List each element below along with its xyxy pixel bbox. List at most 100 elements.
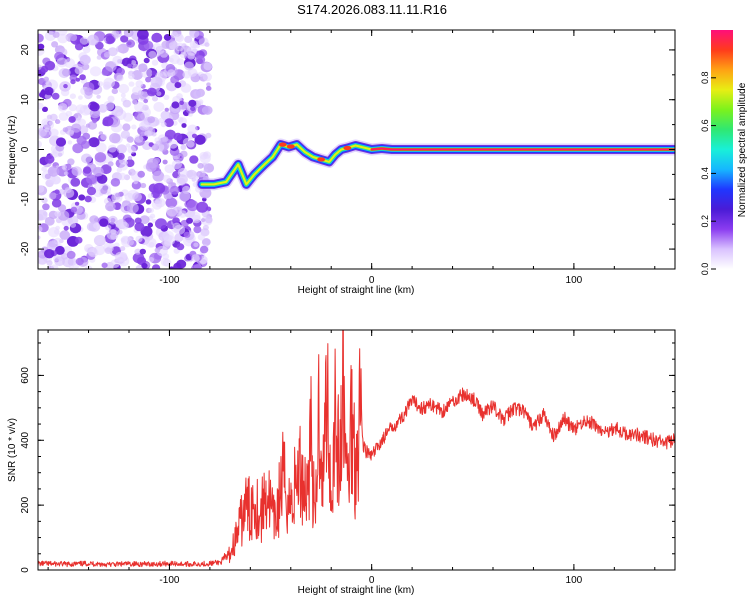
- spectrogram-noise-blob: [75, 257, 84, 266]
- spectrogram-noise-blob: [65, 110, 73, 117]
- spectrogram-noise-blob: [204, 42, 210, 47]
- spectrogram-noise-blob: [51, 92, 60, 100]
- spectrogram-noise-blob: [66, 250, 76, 259]
- spectrogram-noise-blob: [94, 152, 107, 163]
- spectrogram-noise-blob: [79, 36, 89, 45]
- spectrogram-noise-blob: [67, 129, 75, 137]
- x-tick-label: -100: [159, 275, 179, 286]
- spectrogram-noise-blob: [79, 74, 86, 81]
- spectrogram-noise-blob: [42, 106, 48, 113]
- spectrogram-noise-blob: [57, 152, 63, 157]
- spectrogram-noise-blob: [171, 159, 183, 170]
- spectrogram-noise-blob: [41, 197, 48, 204]
- spectrogram-noise-blob: [154, 247, 161, 253]
- spectrogram-noise-blob: [56, 57, 68, 68]
- spectrogram-noise-blob: [120, 93, 126, 98]
- spectrogram-noise-blob: [189, 155, 199, 164]
- spectrogram-noise-blob: [176, 93, 183, 100]
- spectrogram-noise-blob: [164, 240, 171, 247]
- spectrogram-noise-blob: [124, 192, 135, 202]
- spectrogram-noise-blob: [70, 177, 81, 187]
- spectrogram-noise-blob: [141, 262, 148, 269]
- spectrogram-noise-blob: [101, 69, 109, 76]
- spectrogram-noise-blob: [126, 202, 139, 214]
- spectrogram-noise-blob: [97, 238, 103, 244]
- spectrogram-noise-blob: [192, 175, 199, 181]
- x-tick-label: 0: [369, 275, 375, 286]
- spectrogram-noise-blob: [117, 59, 122, 64]
- spectrogram-hotspot: [278, 142, 287, 147]
- spectrogram-noise-blob: [69, 222, 77, 228]
- spectrogram-noise-blob: [173, 262, 182, 269]
- spectrogram-noise-blob: [173, 224, 186, 235]
- spectrogram-noise-blob: [199, 151, 208, 160]
- spectrogram-noise-blob: [103, 51, 111, 58]
- spectrogram-noise-blob: [47, 166, 60, 177]
- spectrogram-noise-blob: [54, 189, 60, 194]
- spectrogram-noise-blob: [193, 225, 202, 234]
- spectrogram-noise-blob: [93, 222, 101, 229]
- spectrogram-noise-blob: [145, 199, 152, 205]
- spectrogram-noise-blob: [137, 30, 149, 40]
- spectrogram-noise-blob: [137, 90, 144, 96]
- spectrogram-noise-blob: [38, 140, 42, 148]
- spectrogram-noise-blob: [176, 174, 188, 185]
- spectrogram-noise-blob: [205, 132, 212, 139]
- snr-x-ticks: -100 0 100: [47, 330, 656, 586]
- spectrogram-noise-blob: [107, 95, 115, 103]
- spectrogram-noise-blob: [50, 264, 59, 269]
- spectrogram-noise-blob: [179, 52, 187, 59]
- spectrogram-noise-blob: [38, 184, 45, 193]
- spectrogram-noise-blob: [70, 206, 78, 213]
- spectrogram-noise-blob: [67, 140, 73, 145]
- colorbar-tick-label: 0.0: [700, 263, 710, 276]
- spectrogram-noise-blob: [155, 140, 162, 147]
- spectrogram-noise-blob: [186, 200, 199, 212]
- spectrogram-noise-blob: [162, 174, 171, 183]
- spectrogram-noise-blob: [202, 224, 209, 231]
- spectrogram-noise-blob: [127, 145, 137, 154]
- spectrogram-noise-blob: [174, 82, 182, 89]
- spectrogram-noise-blob: [55, 119, 61, 124]
- spectrogram-noise-blob: [99, 218, 109, 227]
- spectrogram-noise-blob: [188, 112, 193, 117]
- spectrogram-hotspot: [286, 144, 295, 149]
- spectrogram-noise-blob: [63, 225, 69, 231]
- snr-x-axis-label: Height of straight line (km): [298, 585, 415, 596]
- spectrogram-x-ticks: -100 0 100: [47, 30, 656, 286]
- spectrogram-noise-blob: [61, 164, 67, 170]
- spectrogram-noise-blob: [205, 85, 212, 91]
- spectrogram-noise-blob: [175, 34, 185, 43]
- spectrogram-noise-blob: [191, 214, 201, 224]
- spectrogram-noise-blob: [133, 180, 138, 185]
- spectrogram-noise-blob: [191, 254, 200, 262]
- spectrogram-noise-blob: [201, 238, 211, 247]
- spectrogram-noise-blob: [96, 55, 102, 60]
- spectrogram-noise-blob: [96, 94, 101, 99]
- spectrogram-noise-blob: [134, 134, 144, 143]
- spectrogram-noise-blob: [107, 144, 117, 153]
- spectrogram-noise-blob: [171, 101, 180, 109]
- spectrogram-noise-blob: [186, 46, 198, 56]
- spectrogram-noise-blob: [183, 231, 191, 238]
- spectrogram-noise-blob: [126, 136, 134, 143]
- spectrogram-noise-blob: [184, 61, 194, 71]
- spectrogram-noise-blob: [186, 140, 195, 148]
- spectrogram-noise-blob: [104, 247, 113, 255]
- spectrogram-noise-blob: [134, 222, 145, 232]
- spectrogram-noise-blob: [128, 73, 135, 80]
- spectrogram-noise-blob: [114, 251, 127, 263]
- colorbar-tick-label: 0.2: [700, 215, 710, 228]
- spectrogram-hotspot: [317, 157, 326, 162]
- y-tick-label: 10: [20, 94, 31, 106]
- spectrogram-noise-blob: [92, 118, 98, 124]
- spectrogram-noise-blob: [105, 201, 116, 212]
- spectrogram-noise-blob: [109, 133, 121, 144]
- spectrogram-noise-blob: [105, 35, 115, 44]
- spectrogram-noise-blob: [143, 98, 149, 104]
- spectrogram-noise-blob: [151, 200, 163, 210]
- spectrogram-noise-blob: [132, 192, 143, 202]
- spectrogram-noise-blob: [75, 104, 86, 114]
- spectrogram-noise-blob: [119, 246, 126, 252]
- spectrogram-noise-blob: [159, 50, 169, 58]
